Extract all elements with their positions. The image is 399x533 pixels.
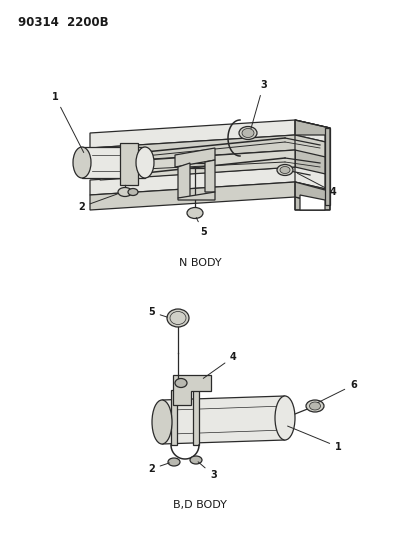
Polygon shape — [295, 120, 330, 210]
Text: N BODY: N BODY — [179, 258, 221, 268]
Polygon shape — [193, 390, 199, 445]
Polygon shape — [162, 396, 285, 444]
Text: 3: 3 — [251, 80, 267, 130]
Text: 1: 1 — [288, 426, 342, 452]
Polygon shape — [300, 195, 325, 210]
Ellipse shape — [242, 128, 254, 138]
Polygon shape — [90, 182, 330, 210]
Polygon shape — [205, 160, 215, 192]
Text: 5: 5 — [196, 217, 207, 237]
Polygon shape — [178, 163, 190, 198]
Polygon shape — [120, 143, 138, 185]
Polygon shape — [325, 128, 330, 205]
Polygon shape — [100, 150, 295, 180]
Text: 3: 3 — [198, 462, 217, 480]
Ellipse shape — [277, 165, 293, 175]
Ellipse shape — [73, 147, 91, 178]
Ellipse shape — [128, 189, 138, 196]
Ellipse shape — [167, 309, 189, 327]
Ellipse shape — [168, 458, 180, 466]
Polygon shape — [90, 135, 330, 163]
Polygon shape — [178, 192, 215, 200]
Ellipse shape — [280, 166, 290, 174]
Polygon shape — [90, 167, 330, 195]
Polygon shape — [90, 120, 330, 148]
Text: 5: 5 — [148, 307, 167, 317]
Ellipse shape — [118, 188, 132, 197]
Polygon shape — [185, 163, 205, 168]
Ellipse shape — [239, 126, 257, 140]
Ellipse shape — [152, 400, 172, 444]
Text: 2: 2 — [148, 463, 169, 474]
Text: 1: 1 — [52, 92, 84, 152]
Ellipse shape — [310, 402, 320, 410]
Polygon shape — [295, 120, 330, 205]
Polygon shape — [175, 148, 215, 167]
Ellipse shape — [190, 456, 202, 464]
Ellipse shape — [275, 396, 295, 440]
Text: B,D BODY: B,D BODY — [173, 500, 227, 510]
Ellipse shape — [306, 400, 324, 412]
Text: 4: 4 — [203, 352, 237, 378]
Ellipse shape — [187, 207, 203, 219]
Text: 2: 2 — [78, 194, 117, 212]
Ellipse shape — [136, 147, 154, 178]
Polygon shape — [171, 390, 177, 445]
Text: 6: 6 — [318, 380, 357, 403]
Text: 4: 4 — [298, 173, 337, 197]
Text: 90314  2200B: 90314 2200B — [18, 16, 109, 29]
Ellipse shape — [175, 378, 187, 387]
Polygon shape — [82, 147, 145, 178]
Polygon shape — [173, 375, 211, 405]
